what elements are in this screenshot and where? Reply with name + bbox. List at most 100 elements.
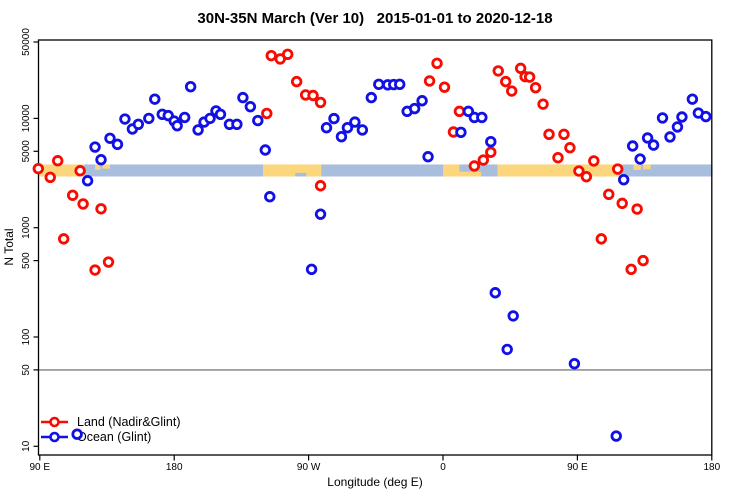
y-tick-label: 50000 — [21, 28, 32, 56]
data-point-ocean — [356, 124, 369, 136]
data-point-land — [52, 155, 64, 167]
legend-ocean-marker-icon — [41, 431, 68, 443]
y-tick-label: 1000 — [21, 216, 32, 239]
y-tick-label: 10000 — [21, 104, 32, 132]
data-point-ocean — [462, 105, 475, 118]
data-point-land — [438, 81, 451, 93]
data-point-land — [543, 128, 555, 141]
data-point-ocean — [568, 357, 581, 370]
data-point-land — [580, 170, 593, 183]
data-point-ocean — [382, 79, 394, 91]
band-patch-ocean — [295, 172, 307, 177]
data-point-ocean — [305, 263, 318, 276]
data-point-land — [564, 142, 576, 154]
data-point-land — [95, 203, 107, 215]
data-point-land — [603, 188, 615, 201]
x-tick-label: 90 E — [567, 462, 588, 473]
data-point-land — [612, 163, 624, 175]
data-point-ocean — [671, 121, 684, 133]
data-point-land — [32, 162, 45, 175]
band-segment-ocean — [619, 164, 713, 177]
data-point-land — [616, 197, 628, 210]
data-point-land — [265, 49, 277, 62]
data-point-ocean — [178, 111, 191, 124]
y-tick-label: 5000 — [21, 140, 32, 163]
y-tick-label: 100 — [21, 328, 32, 345]
data-point-land — [595, 233, 607, 245]
chart-title: 30N-35N March (Ver 10) 2015-01-01 to 202… — [197, 10, 553, 27]
x-tick-label: 180 — [166, 462, 183, 473]
x-axis-label: Longitude (deg E) — [327, 475, 423, 489]
data-point-ocean — [341, 122, 354, 134]
data-point-ocean — [676, 111, 688, 123]
data-point-ocean — [664, 131, 676, 143]
data-point-ocean — [204, 112, 216, 125]
data-point-ocean — [184, 80, 197, 93]
data-point-ocean — [700, 110, 712, 123]
data-point-land — [637, 254, 649, 267]
data-point-ocean — [468, 111, 481, 124]
data-point-ocean — [393, 78, 406, 91]
data-point-ocean — [210, 105, 222, 117]
data-point-land — [625, 263, 637, 276]
data-point-ocean — [507, 310, 519, 322]
band-patch-land — [633, 164, 641, 170]
band-patch-ocean — [481, 164, 498, 177]
data-point-ocean — [81, 175, 94, 187]
band-patch-land — [95, 164, 101, 170]
data-point-land — [57, 233, 70, 245]
data-point-land — [529, 81, 542, 94]
legend-land-label: Land (Nadir&Glint) — [77, 415, 181, 429]
y-axis-label: N Total — [2, 228, 16, 266]
data-point-ocean — [156, 108, 168, 121]
data-point-ocean — [476, 111, 488, 124]
band-patch-ocean — [459, 164, 482, 172]
data-point-ocean — [634, 153, 646, 165]
data-point-ocean — [198, 116, 210, 128]
data-point-land — [44, 171, 56, 184]
data-point-land — [261, 107, 273, 120]
band-patch-land — [102, 164, 110, 169]
data-point-land — [314, 180, 327, 192]
data-point-land — [468, 160, 481, 172]
data-point-ocean — [111, 138, 124, 151]
data-point-ocean — [252, 114, 264, 127]
legend-item-ocean: Ocean (Glint) — [40, 430, 181, 444]
x-tick-label: 0 — [440, 462, 446, 473]
data-point-ocean — [422, 151, 434, 163]
data-point-ocean — [373, 78, 385, 91]
data-point-land — [477, 154, 490, 166]
data-point-ocean — [314, 208, 327, 220]
data-point-ocean — [647, 139, 660, 151]
data-point-ocean — [89, 141, 101, 153]
data-point-ocean — [656, 112, 669, 124]
data-point-land — [500, 75, 512, 88]
data-point-ocean — [455, 126, 467, 139]
data-point-land — [274, 53, 286, 65]
x-tick-label: 180 — [703, 462, 720, 473]
data-point-ocean — [349, 116, 361, 128]
data-point-land — [514, 62, 527, 75]
y-tick-label: 10 — [21, 440, 32, 452]
data-point-ocean — [501, 343, 513, 356]
data-point-ocean — [626, 140, 639, 152]
data-point-land — [573, 165, 585, 177]
legend-item-land: Land (Nadir&Glint) — [40, 415, 181, 429]
data-point-land — [492, 65, 504, 77]
data-point-ocean — [408, 102, 421, 115]
legend: Land (Nadir&Glint) Ocean (Glint) — [40, 415, 181, 444]
y-tick-label: 50 — [21, 364, 32, 376]
data-point-land — [505, 85, 518, 97]
data-point-land — [89, 264, 101, 276]
data-point-land — [519, 70, 531, 83]
data-point-ocean — [686, 93, 699, 105]
data-point-ocean — [192, 124, 204, 136]
data-point-land — [431, 57, 443, 70]
legend-land-marker-icon — [41, 416, 68, 428]
data-point-land — [558, 128, 570, 141]
data-point-land — [102, 256, 115, 268]
band-segment-land — [443, 164, 620, 177]
data-point-land — [74, 165, 86, 177]
data-point-ocean — [335, 131, 348, 143]
